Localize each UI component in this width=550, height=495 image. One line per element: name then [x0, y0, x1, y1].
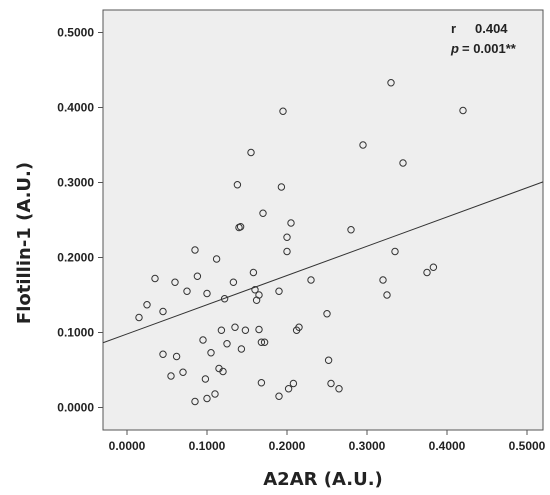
data-point	[191, 246, 199, 254]
data-point	[203, 394, 211, 403]
data-point	[237, 345, 246, 353]
data-point	[199, 336, 207, 344]
data-point	[257, 338, 266, 346]
data-point	[260, 338, 269, 346]
x-tick-label: 0.5000	[509, 439, 546, 453]
data-points-layer	[135, 79, 467, 406]
data-point	[387, 79, 395, 87]
data-point	[277, 183, 286, 191]
data-point	[255, 291, 263, 299]
data-point	[399, 159, 407, 167]
data-point	[307, 276, 315, 284]
plot-area	[102, 9, 544, 431]
y-tick-label: 0.2000	[57, 251, 94, 265]
data-point	[347, 226, 355, 234]
data-point	[241, 326, 250, 334]
x-tick-label: 0.2000	[269, 439, 306, 453]
data-point	[159, 307, 167, 316]
data-point	[289, 379, 298, 388]
data-point	[324, 356, 333, 364]
x-axis-ticks: 0.0000 0.1000 0.2000 0.3000 0.4000 0.5000	[109, 430, 546, 453]
data-point	[295, 323, 303, 331]
data-point	[255, 325, 263, 334]
data-point	[379, 276, 387, 284]
data-point	[217, 326, 226, 334]
x-tick-label: 0.1000	[189, 439, 226, 453]
data-point	[275, 287, 283, 295]
data-point	[183, 287, 191, 295]
data-point	[429, 263, 438, 271]
data-point	[287, 219, 295, 227]
data-point	[251, 286, 259, 294]
data-point	[212, 255, 221, 263]
data-point	[211, 390, 219, 398]
fit-line-layer	[102, 181, 544, 344]
data-point	[193, 272, 202, 280]
y-tick-label: 0.0000	[57, 401, 94, 415]
data-point	[167, 372, 175, 380]
data-point	[159, 350, 167, 358]
data-point	[171, 278, 179, 286]
data-point	[279, 107, 287, 115]
data-point	[219, 367, 227, 376]
data-point	[151, 274, 159, 283]
y-tick-label: 0.5000	[57, 26, 94, 40]
data-point	[233, 181, 242, 189]
data-point	[179, 368, 187, 376]
data-point	[283, 247, 291, 256]
data-point	[220, 295, 229, 303]
data-point	[135, 313, 143, 322]
data-point	[223, 340, 231, 348]
data-point	[207, 349, 215, 357]
data-point	[335, 385, 343, 393]
y-tick-label: 0.3000	[57, 176, 94, 190]
data-point	[143, 301, 151, 309]
data-point	[327, 379, 335, 388]
x-tick-label: 0.0000	[109, 439, 146, 453]
y-tick-label: 0.4000	[57, 101, 94, 115]
data-point	[284, 385, 293, 393]
data-point	[229, 278, 238, 286]
stat-r-label: r	[451, 21, 456, 36]
y-axis-ticks: 0.0000 0.1000 0.2000 0.3000 0.4000 0.5000	[57, 26, 103, 415]
x-axis-title: A2AR (A.U.)	[263, 469, 383, 490]
data-point	[391, 247, 399, 256]
stat-p-label: p	[450, 41, 459, 56]
regression-line	[102, 181, 544, 344]
data-point	[283, 233, 291, 241]
data-point	[236, 223, 245, 231]
y-axis-title: Flotillin-1 (A.U.)	[14, 162, 35, 324]
data-point	[172, 352, 181, 361]
stat-r-value: 0.404	[475, 21, 508, 36]
stat-p-value: = 0.001**	[462, 41, 517, 56]
data-point	[423, 268, 431, 277]
data-point	[459, 106, 467, 115]
x-tick-label: 0.3000	[349, 439, 386, 453]
data-point	[257, 379, 266, 387]
data-point	[231, 323, 239, 331]
data-point	[203, 289, 211, 298]
data-point	[191, 397, 199, 406]
data-point	[359, 141, 367, 149]
data-point	[247, 148, 255, 157]
data-point	[323, 310, 331, 318]
x-tick-label: 0.4000	[429, 439, 466, 453]
data-point	[383, 291, 391, 299]
data-point	[275, 392, 283, 400]
y-tick-label: 0.1000	[57, 326, 94, 340]
data-point	[249, 268, 258, 277]
data-point	[259, 209, 267, 217]
data-point	[201, 375, 210, 383]
